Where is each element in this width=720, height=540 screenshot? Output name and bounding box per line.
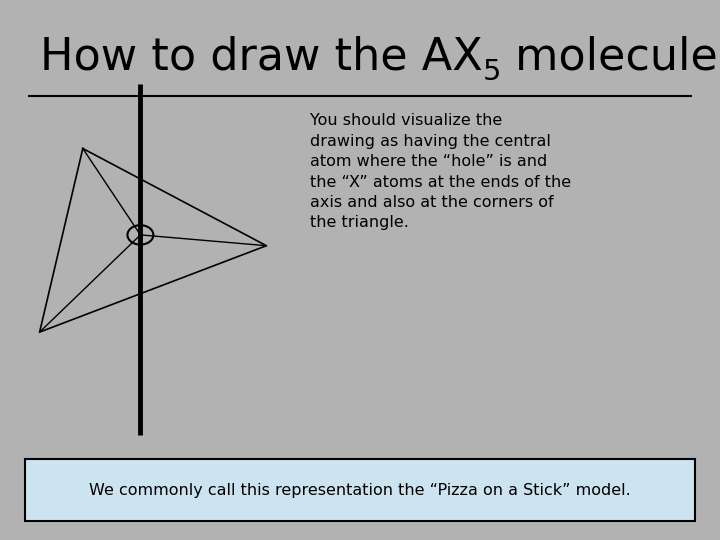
FancyBboxPatch shape xyxy=(25,459,695,521)
Text: molecule:: molecule: xyxy=(500,35,720,78)
Text: 5: 5 xyxy=(482,58,500,86)
Text: How to draw the AX: How to draw the AX xyxy=(40,35,482,78)
Text: We commonly call this representation the “Pizza on a Stick” model.: We commonly call this representation the… xyxy=(89,483,631,497)
Text: You should visualize the
drawing as having the central
atom where the “hole” is : You should visualize the drawing as havi… xyxy=(310,113,571,231)
